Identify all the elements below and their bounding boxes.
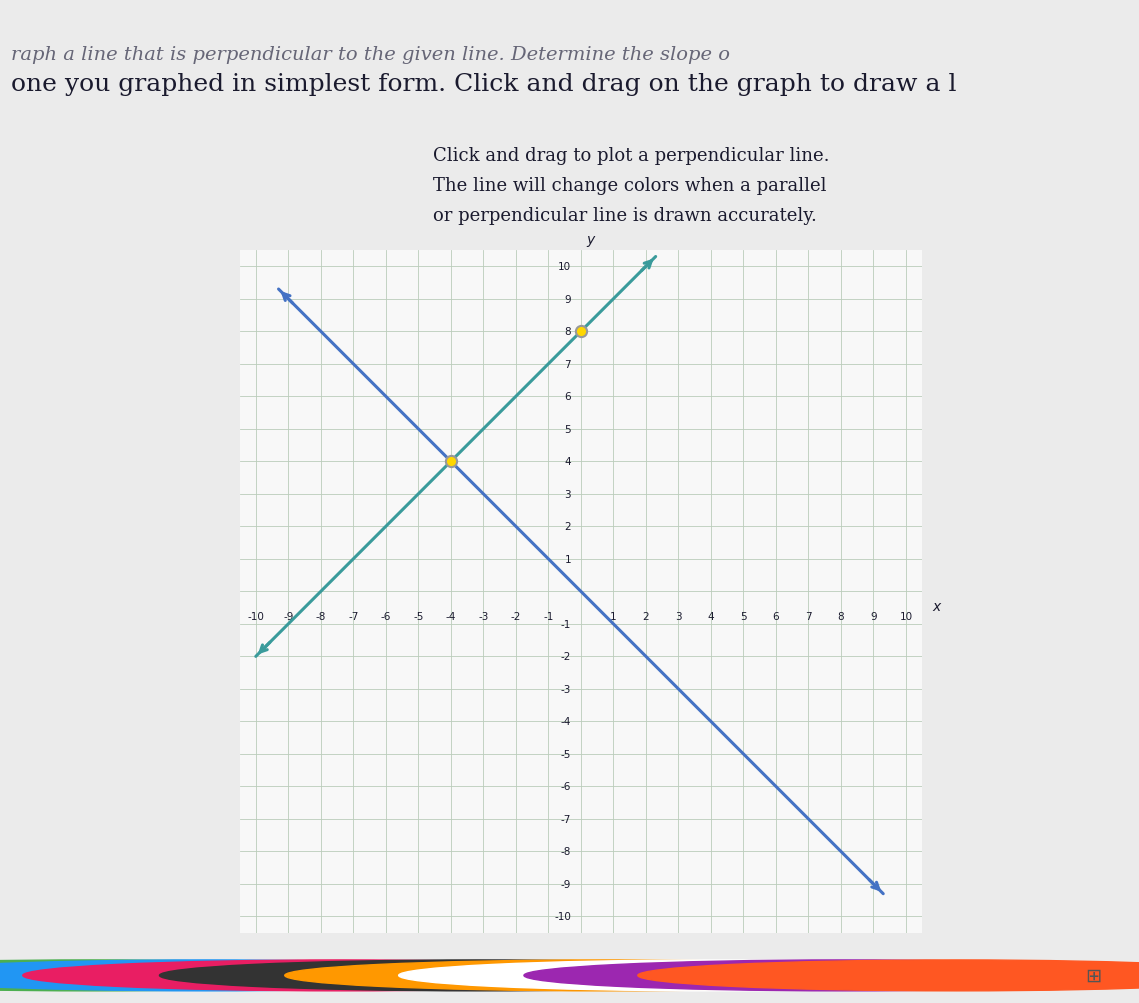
Point — [572, 324, 590, 340]
Text: -1: -1 — [560, 619, 571, 629]
Text: 9: 9 — [870, 611, 877, 621]
Text: -4: -4 — [445, 611, 456, 621]
Text: 6: 6 — [772, 611, 779, 621]
Text: -10: -10 — [555, 912, 571, 922]
Text: -6: -6 — [380, 611, 391, 621]
Text: y: y — [587, 233, 595, 247]
Text: The line will change colors when a parallel: The line will change colors when a paral… — [433, 177, 826, 195]
Circle shape — [524, 960, 1139, 991]
Circle shape — [399, 960, 1036, 991]
Text: ⊞: ⊞ — [1085, 966, 1101, 984]
Text: 10: 10 — [558, 262, 571, 272]
Text: or perpendicular line is drawn accurately.: or perpendicular line is drawn accuratel… — [433, 207, 817, 225]
Text: 3: 3 — [565, 489, 571, 499]
Text: 4: 4 — [707, 611, 714, 621]
Text: -3: -3 — [478, 611, 489, 621]
Text: raph a line that is perpendicular to the given line. Determine the slope o: raph a line that is perpendicular to the… — [11, 46, 730, 64]
Text: 8: 8 — [565, 327, 571, 337]
Text: -8: -8 — [316, 611, 326, 621]
Circle shape — [638, 960, 1139, 991]
Text: 9: 9 — [565, 295, 571, 305]
Text: x: x — [933, 600, 941, 614]
Text: 10: 10 — [900, 611, 912, 621]
Text: -8: -8 — [560, 847, 571, 857]
Circle shape — [0, 960, 410, 991]
Text: -2: -2 — [510, 611, 521, 621]
Text: 2: 2 — [565, 522, 571, 532]
Text: -5: -5 — [413, 611, 424, 621]
Text: Click and drag to plot a perpendicular line.: Click and drag to plot a perpendicular l… — [433, 146, 829, 164]
Text: -3: -3 — [560, 684, 571, 694]
Text: -6: -6 — [560, 781, 571, 791]
Text: 2: 2 — [642, 611, 649, 621]
Circle shape — [23, 960, 661, 991]
Text: -4: -4 — [560, 717, 571, 727]
Text: 6: 6 — [565, 392, 571, 402]
Text: -1: -1 — [543, 611, 554, 621]
Text: -7: -7 — [349, 611, 359, 621]
Point — [442, 453, 460, 469]
Text: 1: 1 — [565, 555, 571, 565]
Text: 3: 3 — [675, 611, 682, 621]
Text: 1: 1 — [611, 611, 616, 621]
Text: 8: 8 — [837, 611, 844, 621]
Text: -10: -10 — [247, 611, 264, 621]
Text: one you graphed in simplest form. Click and drag on the graph to draw a l: one you graphed in simplest form. Click … — [11, 73, 957, 95]
Circle shape — [159, 960, 797, 991]
Text: 7: 7 — [565, 359, 571, 369]
Circle shape — [0, 960, 524, 991]
Text: -7: -7 — [560, 814, 571, 824]
Circle shape — [285, 960, 923, 991]
Text: -9: -9 — [560, 879, 571, 889]
Text: 5: 5 — [740, 611, 747, 621]
Text: -9: -9 — [284, 611, 294, 621]
Text: 7: 7 — [805, 611, 812, 621]
Text: 4: 4 — [565, 456, 571, 466]
Text: -5: -5 — [560, 749, 571, 759]
Text: -2: -2 — [560, 652, 571, 662]
Text: 5: 5 — [565, 424, 571, 434]
